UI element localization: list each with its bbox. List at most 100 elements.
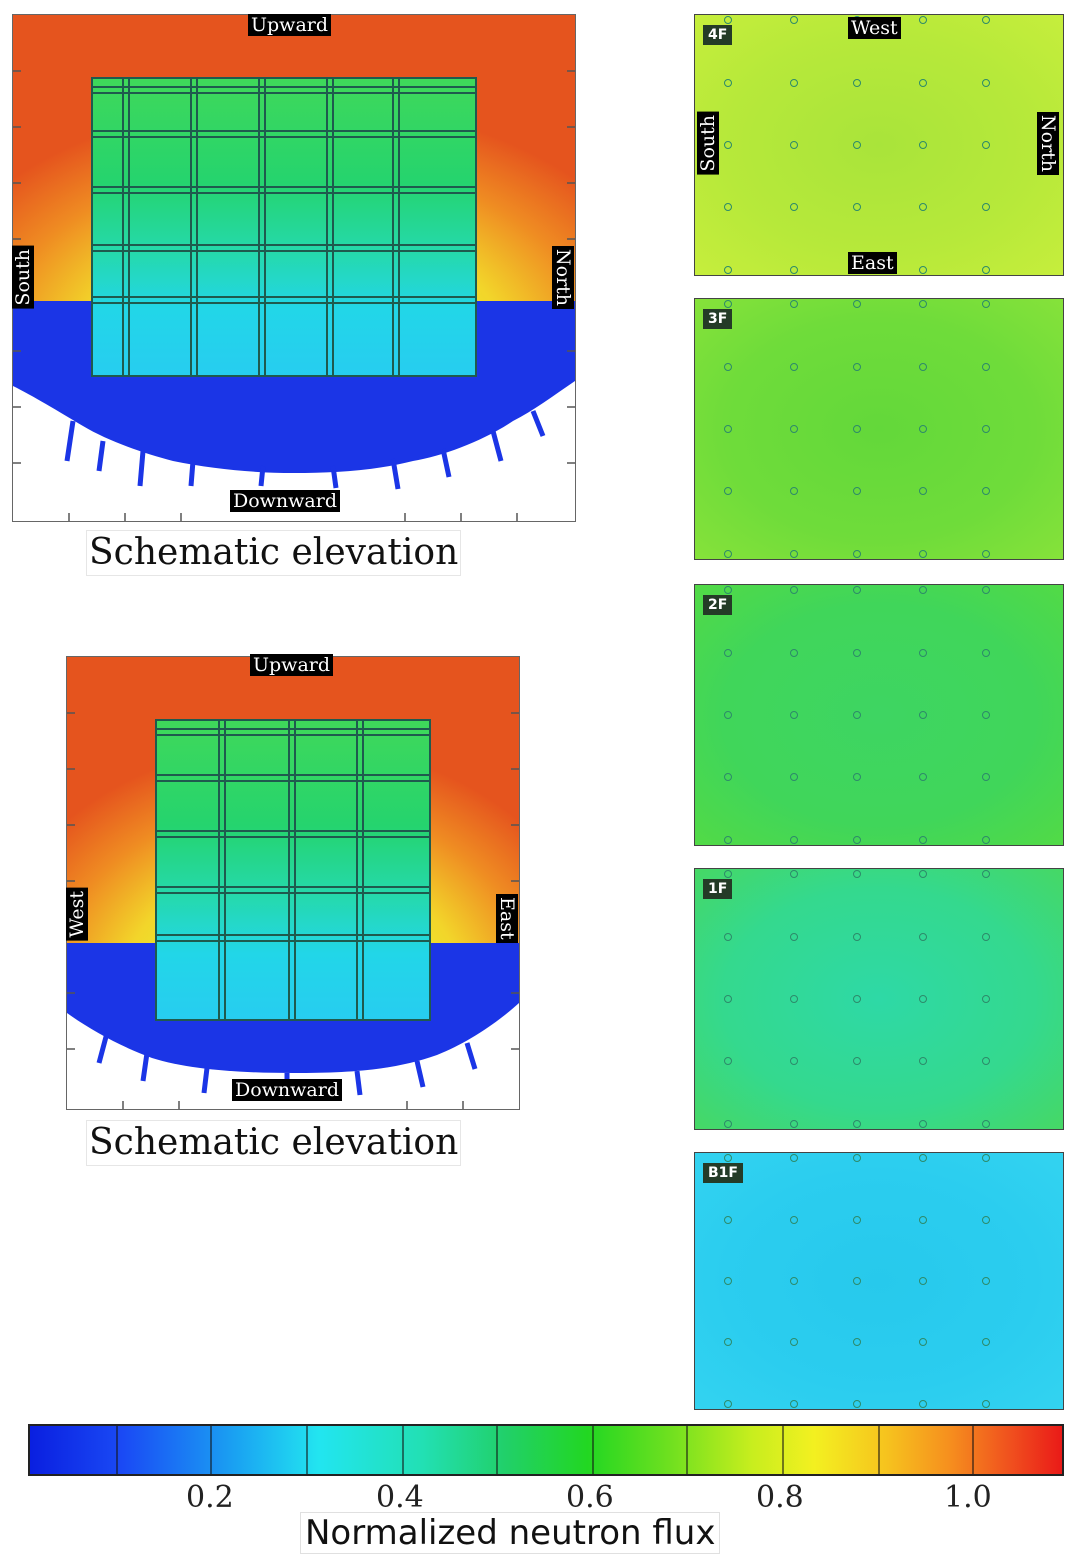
detector-point [724,932,733,941]
detector-point [790,586,799,595]
label-downward: Downward [232,1079,343,1101]
detector-point [852,995,861,1003]
detector-point [981,487,990,496]
detector-point [852,870,861,879]
floor-tag: 4F [703,25,733,45]
detector-point [919,932,928,941]
detector-point [852,1338,861,1347]
detector-point [724,586,733,595]
detector-point [981,1119,990,1128]
detector-point [852,141,861,149]
detector-point [790,1215,799,1224]
detector-point [919,425,928,433]
detector-point [852,932,861,941]
elevation-top [12,14,576,522]
detector-point [981,1154,990,1163]
detector-point [724,1277,733,1285]
detector-point [919,1154,928,1163]
floor-plan-1f: 1F [694,868,1064,1130]
detector-point [790,265,799,274]
building-section [155,719,431,1021]
detector-point [724,487,733,496]
detector-point [790,487,799,496]
detector-point [919,773,928,782]
detector-point [724,1215,733,1224]
detector-point [919,300,928,309]
detector-point [790,1057,799,1066]
detector-point [981,711,990,719]
detector-point [981,586,990,595]
label-south-4f: South [697,112,719,175]
detector-point [981,141,990,149]
floor-tag: B1F [703,1163,743,1183]
detector-point [852,1154,861,1163]
detector-point [790,835,799,844]
detector-point [981,1338,990,1347]
detector-point [919,1057,928,1066]
detector-point [852,300,861,309]
colorbar-tick: 0.4 [376,1480,424,1515]
detector-point [852,711,861,719]
detector-point [981,203,990,212]
label-east: East [496,894,518,943]
detector-point [919,487,928,496]
floor-tag: 3F [703,309,733,329]
detector-point [724,1057,733,1066]
detector-point [790,362,799,371]
detector-point [724,1338,733,1347]
detector-point [981,1277,990,1285]
detector-point [724,870,733,879]
detector-point [981,425,990,433]
floor-tag: 1F [703,879,733,899]
detector-point [790,1399,799,1408]
detector-point [919,648,928,657]
detector-point [919,141,928,149]
detector-point [919,78,928,87]
detector-point [790,16,799,25]
floor-plan-b1f: B1F [694,1152,1064,1410]
detector-point [724,78,733,87]
detector-point [919,1338,928,1347]
building-grid [157,721,429,1019]
detector-point [852,773,861,782]
detector-point [790,995,799,1003]
detector-point [790,425,799,433]
detector-point [724,203,733,212]
detector-point [724,835,733,844]
detector-point [790,1338,799,1347]
detector-point [790,711,799,719]
floor-plan-3f: 3F [694,298,1064,560]
detector-point [919,711,928,719]
label-west-4f: West [848,17,901,39]
detector-point [919,203,928,212]
detector-point [981,648,990,657]
label-downward: Downward [230,490,341,512]
detector-point [919,586,928,595]
detector-point [981,300,990,309]
colorbar [28,1424,1064,1476]
detector-point [790,1277,799,1285]
detector-point [981,78,990,87]
colorbar-tick: 0.6 [566,1480,614,1515]
detector-point [919,1119,928,1128]
detector-point [919,16,928,25]
label-west: West [66,888,88,941]
detector-point [724,995,733,1003]
detector-point [724,265,733,274]
detector-point [981,932,990,941]
detector-point [919,1215,928,1224]
detector-point [724,648,733,657]
detector-point [852,835,861,844]
colorbar-title: Normalized neutron flux [300,1512,721,1554]
detector-point [981,16,990,25]
detector-point [852,78,861,87]
detector-point [790,773,799,782]
detector-point [724,16,733,25]
detector-point [919,1399,928,1408]
detector-point [724,362,733,371]
detector-point [852,1399,861,1408]
detector-point [724,425,733,433]
detector-point [724,711,733,719]
detector-point [981,870,990,879]
detector-point [852,487,861,496]
